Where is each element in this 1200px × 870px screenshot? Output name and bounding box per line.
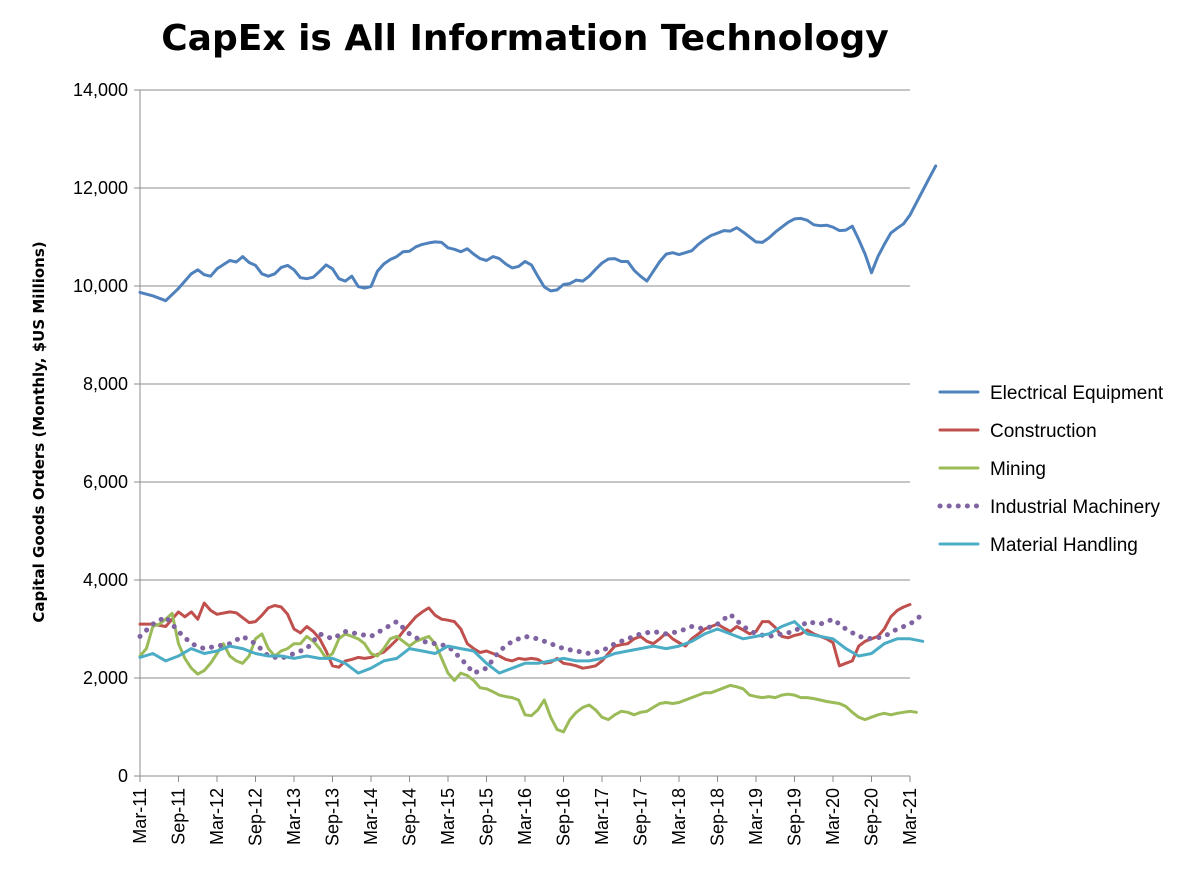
chart-title: CapEx is All Information Technology	[161, 18, 889, 59]
y-tick-label: 4,000	[83, 570, 128, 590]
x-tick-label: Mar-16	[515, 788, 535, 845]
x-tick-label: Mar-11	[130, 788, 150, 844]
legend-label: Construction	[990, 421, 1097, 442]
legend-label: Material Handling	[990, 535, 1138, 556]
x-tick-label: Sep-16	[554, 788, 574, 846]
legend: Electrical Equipment Construction Mining In…	[937, 383, 1164, 556]
axes: 0 2,000 4,000 6,000 8,000 10,000 12,000 14,000 M…	[73, 80, 920, 846]
legend-item: Construction	[938, 421, 1097, 442]
legend-label: Mining	[990, 459, 1046, 480]
x-tick-label: Sep-17	[631, 788, 651, 846]
x-tick-label: Mar-17	[592, 788, 612, 845]
x-tick-label: Sep-11	[169, 788, 189, 845]
x-tick-label: Mar-13	[284, 788, 304, 845]
legend-item: Mining	[938, 459, 1046, 480]
x-tick-label: Mar-21	[900, 788, 920, 845]
x-tick-label: Mar-18	[669, 788, 689, 845]
y-axis-label: Capital Goods Orders (Monthly, $US Milli…	[30, 241, 48, 622]
y-tick-label: 2,000	[83, 668, 128, 688]
x-tick-label: Mar-20	[823, 788, 843, 845]
y-tick-label: 10,000	[73, 276, 128, 296]
y-tick-label: 12,000	[73, 178, 128, 198]
legend-label: Electrical Equipment	[990, 383, 1164, 404]
x-tick-label: Sep-13	[323, 788, 343, 846]
x-tick-label: Sep-19	[785, 788, 805, 846]
legend-item: Material Handling	[938, 535, 1138, 556]
legend-item: Industrial Machinery	[937, 497, 1161, 518]
x-tick-label: Sep-14	[400, 788, 420, 846]
x-tick-label: Sep-12	[246, 788, 266, 846]
y-tick-label: 6,000	[83, 472, 128, 492]
gridlines	[140, 89, 910, 679]
x-tick-label: Sep-15	[477, 788, 497, 846]
series-line-mining	[138, 611, 918, 734]
x-tick-label: Mar-12	[207, 788, 227, 845]
x-tick-label: Mar-14	[361, 788, 381, 845]
series-lines	[137, 164, 938, 734]
x-tick-label: Mar-15	[438, 788, 458, 845]
legend-label: Industrial Machinery	[990, 497, 1161, 518]
x-tick-label: Sep-18	[708, 788, 728, 846]
series-line-electrical-equipment	[138, 164, 938, 303]
y-tick-label: 8,000	[83, 374, 128, 394]
y-tick-label: 0	[118, 766, 128, 786]
series-line-material-handling	[138, 620, 925, 675]
legend-item: Electrical Equipment	[938, 383, 1164, 404]
y-tick-label: 14,000	[73, 80, 128, 100]
x-tick-label: Mar-19	[746, 788, 766, 845]
x-tick-label: Sep-20	[862, 788, 882, 846]
